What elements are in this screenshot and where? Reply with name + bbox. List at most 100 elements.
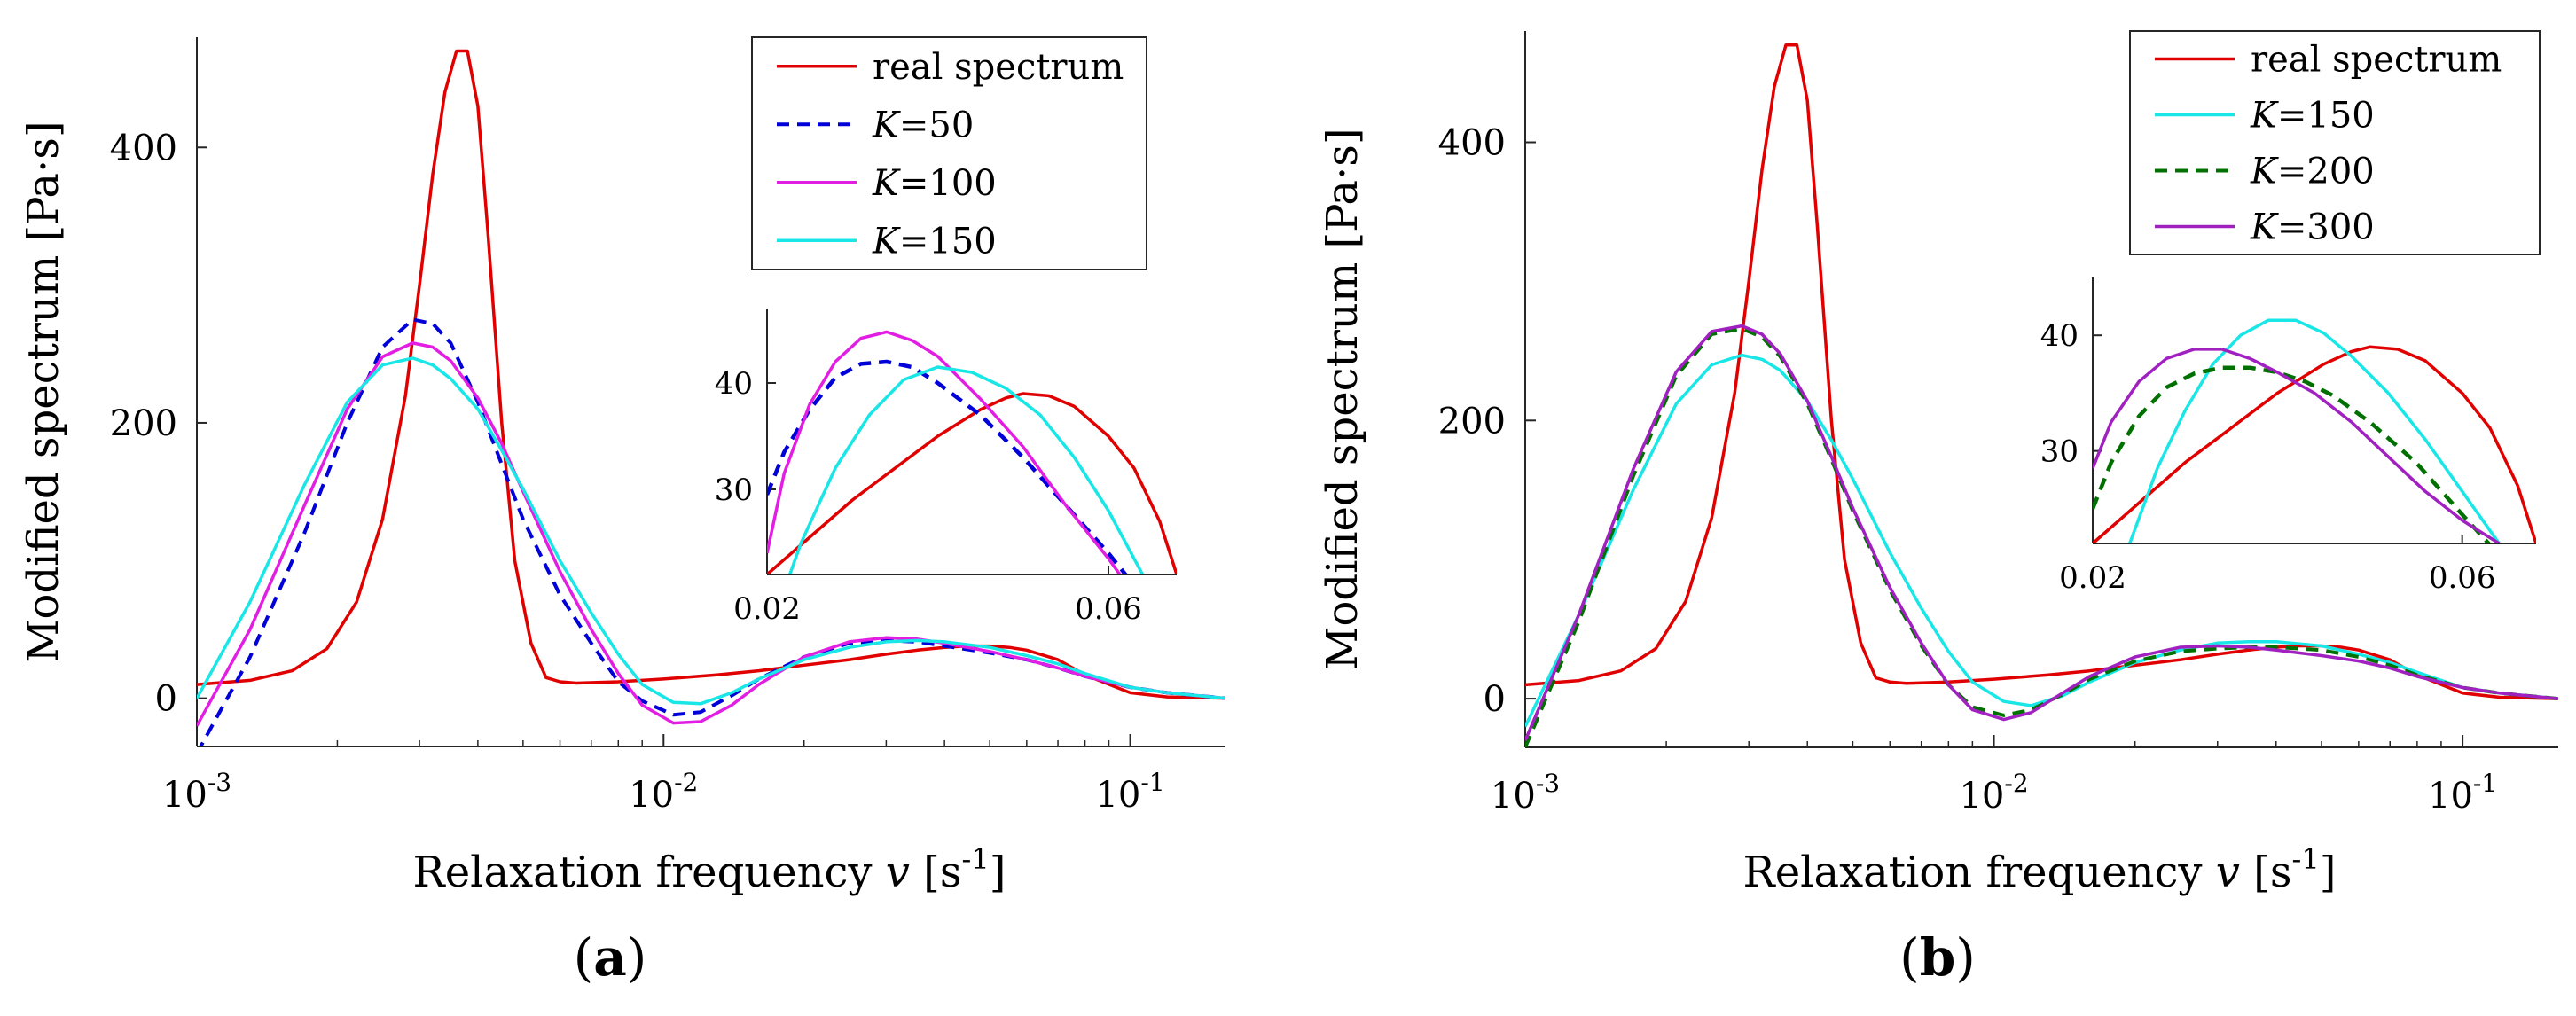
legend-val: =300 [2277, 207, 2375, 248]
legend-box [751, 36, 1147, 270]
inset-x-tick-label: 0.02 [733, 591, 801, 627]
inset-y-tick-label: 30 [715, 473, 753, 508]
series-line-k-100 [197, 341, 1225, 727]
inset-background [2093, 277, 2536, 543]
legend-entry-label: K=100 [872, 163, 997, 204]
legend-var: K [2250, 152, 2279, 192]
x-label-bracket: ] [990, 848, 1006, 897]
x-tick-exponent: -3 [207, 768, 231, 797]
y-tick-label: 400 [110, 128, 177, 168]
y-axis-label: Modified spectrum [Pa·s] [19, 121, 68, 662]
x-label-text: Relaxation frequency [413, 848, 886, 897]
x-tick-label: 10-1 [1095, 768, 1164, 816]
legend-val: =100 [899, 163, 997, 204]
x-label-text: Relaxation frequency [1743, 848, 2216, 897]
inset-x-tick-label: 0.02 [2059, 560, 2126, 596]
legend-val: =150 [899, 221, 997, 262]
x-tick-label: 10-2 [1959, 769, 2028, 817]
y-tick-label: 0 [1484, 679, 1506, 720]
inset-series-line-real-spectrum [2093, 345, 2536, 543]
series-group [197, 49, 1225, 746]
x-label-exponent: -1 [962, 842, 990, 876]
inset-series-group [2093, 318, 2536, 543]
x-tick-label: 10-1 [2428, 769, 2497, 817]
y-axis-label: Modified spectrum [Pa·s] [1318, 128, 1367, 669]
legend-entry-label: K=150 [872, 221, 997, 262]
inset-y-tick-label: 30 [2040, 434, 2079, 470]
series-line-real-spectrum [197, 49, 1225, 700]
legend-var: K [2250, 96, 2279, 137]
x-tick-exponent: -3 [1536, 769, 1560, 798]
inset-y-tick-label: 40 [2040, 318, 2079, 354]
legend-entry-label: K=50 [872, 105, 974, 145]
x-label-bracket: ] [2320, 848, 2337, 897]
inset-series-group [767, 330, 1177, 574]
series-line-k-200 [1525, 326, 2558, 747]
legend-var: K [872, 105, 901, 145]
legend-var: K [2250, 207, 2279, 248]
legend-entry-label: real spectrum [2251, 40, 2502, 81]
inset-series-line-k-300 [2093, 348, 2501, 543]
x-tick-label: 10-3 [1491, 769, 1560, 817]
x-label-unit: [s [2240, 848, 2292, 897]
panel-label-paren: ( [574, 927, 594, 988]
inset-plot: 30 40 0.02 0.06 [715, 309, 1177, 627]
legend-entry-label: K=300 [2250, 207, 2375, 248]
x-tick-exponent: -2 [2004, 769, 2028, 798]
x-tick-base: 10 [162, 775, 207, 816]
x-tick-exponent: -2 [674, 768, 698, 797]
x-tick-base: 10 [1095, 775, 1140, 816]
panel-label: (a) [574, 927, 647, 988]
inset-x-tick-label: 0.06 [2429, 560, 2496, 596]
x-tick-base: 10 [1491, 776, 1536, 817]
x-tick-base: 10 [629, 775, 674, 816]
x-label-variable: v [2216, 848, 2240, 897]
panel-label-paren: ( [1899, 927, 1920, 988]
x-label-exponent: -1 [2292, 842, 2320, 876]
series-line-k-150 [1525, 353, 2558, 728]
x-tick-label: 10-3 [162, 768, 231, 816]
legend-val: =50 [899, 105, 974, 145]
legend-entry-label: real spectrum [873, 47, 1124, 88]
legend-box [2129, 30, 2541, 255]
y-tick-label: 0 [155, 679, 177, 720]
y-tick-label: 400 [1438, 123, 1506, 164]
series-line-k-300 [1525, 324, 2558, 741]
legend-var: K [872, 163, 901, 204]
x-label-variable: v [886, 848, 910, 897]
series-line-real-spectrum [1525, 43, 2558, 700]
x-tick-exponent: -1 [1140, 768, 1164, 797]
legend-var: K [872, 221, 901, 262]
panel-label-letter: a [593, 927, 627, 988]
y-tick-label: 200 [110, 403, 177, 444]
x-tick-base: 10 [1959, 776, 2004, 817]
series-line-k-150 [197, 356, 1225, 706]
y-tick-label: 200 [1438, 401, 1506, 442]
inset-series-line-k-200 [2093, 365, 2492, 543]
x-tick-exponent: -1 [2473, 769, 2497, 798]
legend-val: =150 [2277, 96, 2375, 137]
inset-x-tick-label: 0.06 [1075, 591, 1142, 627]
legend-entry-label: K=200 [2250, 152, 2375, 192]
inset-series-line-k-150 [787, 365, 1145, 574]
inset-background [767, 309, 1177, 574]
x-label-unit: [s [910, 848, 962, 897]
panel-label-paren: ) [627, 927, 647, 988]
panel-label: (b) [1899, 927, 1976, 988]
inset-plot: 30 40 0.02 0.06 [2040, 277, 2536, 596]
series-group [1525, 43, 2558, 747]
panel-label-paren: ) [1955, 927, 1976, 988]
x-axis-label: Relaxation frequency v [s-1] [413, 842, 1006, 897]
inset-y-tick-label: 40 [715, 366, 753, 402]
legend-val: =200 [2277, 152, 2375, 192]
inset-series-line-k-100 [767, 330, 1122, 574]
x-tick-base: 10 [2428, 776, 2473, 817]
panel-label-letter: b [1920, 927, 1956, 988]
legend-entry-label: K=150 [2250, 96, 2375, 137]
x-tick-label: 10-2 [629, 768, 698, 816]
x-axis-label: Relaxation frequency v [s-1] [1743, 842, 2337, 897]
inset-series-line-k-150 [2128, 318, 2501, 543]
